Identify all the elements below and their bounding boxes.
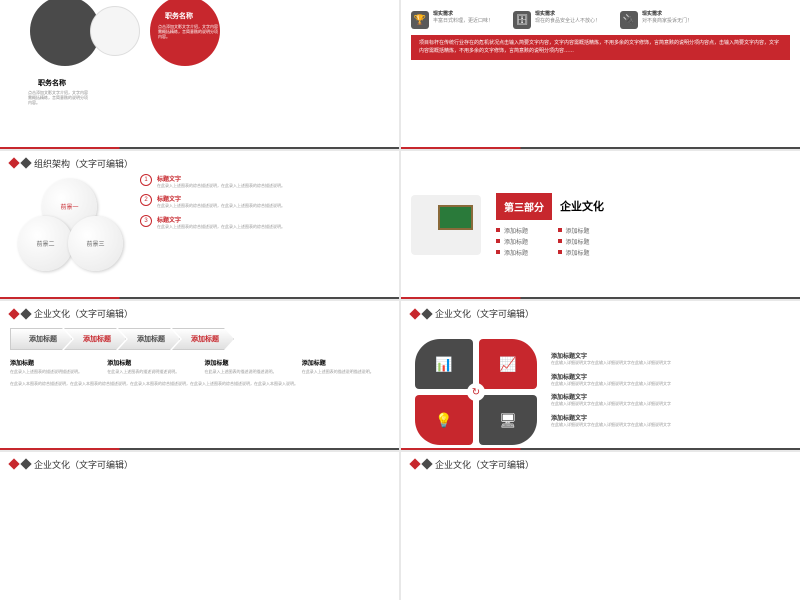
database-icon: 🗄 — [513, 11, 531, 29]
bullet: 添加标题 — [558, 248, 605, 257]
icon-item: 🏆 现实需求丰富日式料理，更近口味！ — [411, 11, 493, 29]
slide-title: 企业文化（文字可编辑） — [34, 307, 133, 320]
job-title-2: 职务名称 — [165, 11, 193, 21]
icon-item: 🔌 现实需求对不良商家投诉无门！ — [620, 11, 692, 29]
petal: 💡 — [415, 395, 473, 445]
section-illustration — [411, 195, 481, 255]
center-icon: ↻ — [467, 383, 485, 401]
section-title: 第三部分 企业文化 — [496, 193, 604, 220]
venn-circle: 前景三 — [68, 216, 123, 271]
accent-bar — [0, 448, 399, 450]
job-desc-1: 点击添加文影文字介绍，文字内容需概括精练，言简意赅的说明分项内容。 — [28, 90, 88, 106]
slide-title: 企业文化（文字可编辑） — [34, 458, 133, 471]
diamond-icon — [8, 458, 19, 469]
circle-photo — [90, 6, 140, 56]
slide-1: 职务名称 点击添加文影文字介绍，文字内容需概括精练，言简意赅的说明分项内容。 职… — [0, 0, 399, 149]
slide-title: 企业文化（文字可编辑） — [435, 458, 534, 471]
chevron: 添加标题 — [118, 328, 180, 350]
slide-5: 企业文化（文字可编辑） 添加标题 添加标题 添加标题 添加标题 添加标题在此录入… — [0, 301, 399, 450]
venn-diagram: 前景一 前景二 前景三 — [10, 174, 130, 274]
accent-bar — [401, 297, 800, 299]
diamond-icon — [421, 458, 432, 469]
list-item: 3 标题文字在此录入上述图表的综合描述说明，在此录入上述图表的综合描述说明。 — [140, 215, 389, 230]
diamond-icon — [421, 308, 432, 319]
diamond-icon — [8, 308, 19, 319]
petal: 🖥 — [479, 395, 537, 445]
label-list: 添加标题文字在此输入详细说明文字在此输入详细说明文字在此输入详细说明文字 添加标… — [551, 351, 790, 433]
icon-item: 🗄 现实需求现在的食品安全让人不放心！ — [513, 11, 600, 29]
slide-title: 组织架构（文字可编辑） — [34, 157, 133, 170]
section-number: 第三部分 — [496, 193, 552, 220]
slide-title: 企业文化（文字可编辑） — [435, 307, 534, 320]
footer-text: 在此录入本图表的综合描述说明，在此录入本图表的综合描述说明，在此录入本图表的综合… — [10, 381, 389, 387]
venn-list: 1 标题文字在此录入上述图表的综合描述说明，在此录入上述图表的综合描述说明。 2… — [140, 174, 389, 274]
bullet: 添加标题 — [558, 226, 605, 235]
slide-8: 企业文化（文字可编辑） — [401, 452, 800, 600]
title-bar: 企业文化（文字可编辑） — [10, 307, 389, 320]
icon-row: 🏆 现实需求丰富日式料理，更近口味！ 🗄 现实需求现在的食品安全让人不放心！ 🔌… — [411, 11, 790, 29]
accent-bar — [401, 147, 800, 149]
accent-bar — [0, 147, 399, 149]
trophy-icon: 🏆 — [411, 11, 429, 29]
bullet: 添加标题 — [558, 237, 605, 246]
accent-bar — [401, 448, 800, 450]
chevron-row: 添加标题 添加标题 添加标题 添加标题 — [10, 328, 389, 350]
diamond-icon — [20, 157, 31, 168]
diamond-icon — [20, 458, 31, 469]
title-bar: 企业文化（文字可编辑） — [411, 458, 790, 471]
diamond-icon — [409, 458, 420, 469]
slide-4: 第三部分 企业文化 添加标题 添加标题 添加标题 添加标题 添加标题 添加标题 — [401, 151, 800, 300]
bullet: 添加标题 — [496, 226, 543, 235]
petal: 📊 — [415, 339, 473, 389]
plug-icon: 🔌 — [620, 11, 638, 29]
diamond-icon — [8, 157, 19, 168]
accent-bar — [0, 297, 399, 299]
list-item: 1 标题文字在此录入上述图表的综合描述说明，在此录入上述图表的综合描述说明。 — [140, 174, 389, 189]
slide-7: 企业文化（文字可编辑） — [0, 452, 399, 600]
chevron: 添加标题 — [64, 328, 126, 350]
banner: 项目标杆在传统行业存在的危机状况点击输入简要文字内容，文字内容需概括精炼，不用多… — [411, 35, 790, 60]
slide-6: 企业文化（文字可编辑） 📊 📈 💡 🖥 ↻ 添加标题文字在此输入详细说明文字在此… — [401, 301, 800, 450]
list-item: 2 标题文字在此录入上述图表的综合描述说明，在此录入上述图表的综合描述说明。 — [140, 194, 389, 209]
title-bar: 组织架构（文字可编辑） — [10, 157, 389, 170]
bullet: 添加标题 — [496, 248, 543, 257]
sub-columns: 添加标题在此录入上述图表的描述说明描述说明。 添加标题在此录入上述图表的描述说明… — [10, 358, 389, 375]
job-desc-2: 点击添加文影文字介绍，文字内容需概括精练，言简意赅的说明分项内容。 — [158, 24, 218, 40]
venn-circle: 前景二 — [18, 216, 73, 271]
petal-diagram: 📊 📈 💡 🖥 ↻ — [411, 337, 541, 447]
chevron: 添加标题 — [172, 328, 234, 350]
chevron: 添加标题 — [10, 328, 72, 350]
petal: 📈 — [479, 339, 537, 389]
slide-2: 🏆 现实需求丰富日式料理，更近口味！ 🗄 现实需求现在的食品安全让人不放心！ 🔌… — [401, 0, 800, 149]
title-bar: 企业文化（文字可编辑） — [411, 307, 790, 320]
bullet-list: 添加标题 添加标题 添加标题 添加标题 添加标题 添加标题 — [496, 226, 604, 257]
diamond-icon — [20, 308, 31, 319]
title-bar: 企业文化（文字可编辑） — [10, 458, 389, 471]
diamond-icon — [409, 308, 420, 319]
bullet: 添加标题 — [496, 237, 543, 246]
job-title-1: 职务名称 — [38, 78, 66, 88]
slide-3: 组织架构（文字可编辑） 前景一 前景二 前景三 1 标题文字在此录入上述图表的综… — [0, 151, 399, 300]
